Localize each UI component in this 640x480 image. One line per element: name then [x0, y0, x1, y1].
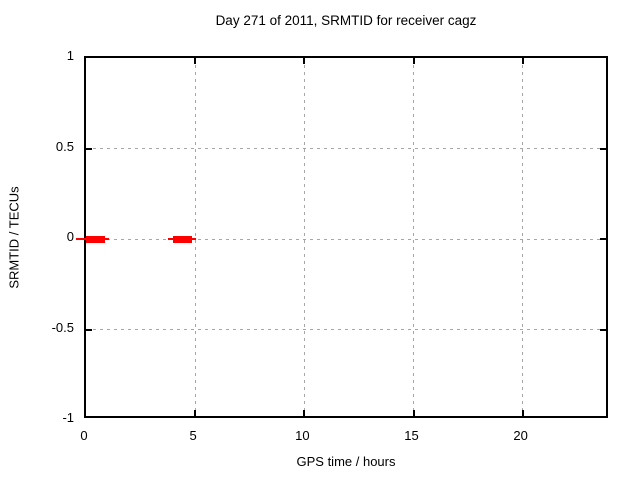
gridline-y--0.5 [86, 329, 606, 330]
y-tick-label: 1 [66, 48, 74, 63]
chart-title: Day 271 of 2011, SRMTID for receiver cag… [215, 13, 477, 28]
y-tick-label: 0 [66, 229, 74, 244]
y-tick-label: 0.5 [55, 138, 74, 154]
x-tick-label: 20 [513, 428, 528, 443]
y-tick-mark [600, 328, 606, 331]
y-tick-label: -0.5 [51, 319, 74, 335]
gridline-x-10 [303, 58, 305, 416]
x-tick-mark [521, 58, 524, 64]
gridline-y-0 [86, 238, 606, 240]
y-tick-mark [600, 147, 606, 150]
y-tick-mark [86, 147, 92, 150]
x-axis-title: GPS time / hours [296, 454, 396, 469]
x-tick-label: 0 [80, 428, 88, 443]
x-tick-mark [194, 58, 197, 64]
segment-bar [86, 235, 105, 243]
x-tick-label: 15 [404, 428, 419, 443]
x-tick-mark [194, 410, 197, 416]
gridline-x-5 [194, 58, 196, 416]
y-tick-mark [86, 328, 92, 331]
x-tick-mark [303, 410, 306, 416]
segment-bar [173, 235, 192, 243]
x-tick-label: 10 [295, 428, 310, 443]
plot-area [76, 56, 608, 418]
gridline-y-0.5 [86, 148, 606, 149]
y-tick-label: -1 [62, 410, 74, 425]
x-tick-label: 5 [189, 428, 197, 443]
gridline-x-15 [413, 58, 414, 416]
gridline-x-20 [522, 58, 524, 416]
x-tick-mark [303, 58, 306, 64]
y-tick-mark [600, 238, 606, 240]
x-tick-mark [412, 410, 415, 416]
x-tick-mark [412, 58, 415, 64]
x-tick-mark [521, 410, 524, 416]
